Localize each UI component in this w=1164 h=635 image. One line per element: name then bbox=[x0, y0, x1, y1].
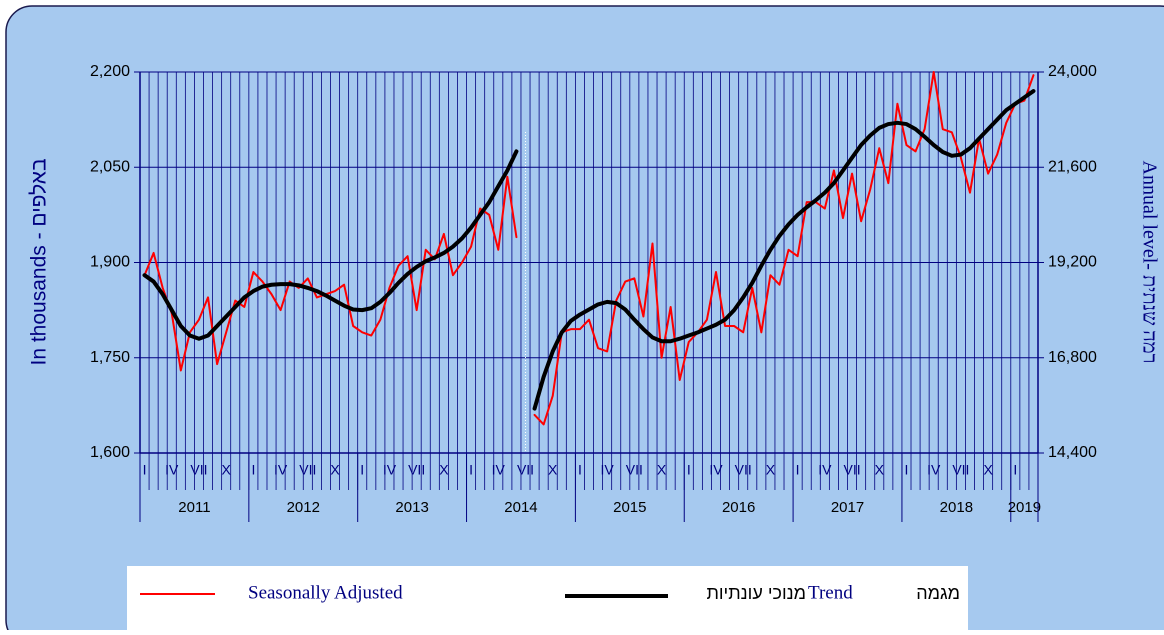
x-tick-label: I bbox=[251, 462, 255, 478]
y2-tick-label: 14,400 bbox=[1048, 444, 1097, 461]
series-line bbox=[143, 71, 1035, 426]
legend-label: Seasonally Adjusted bbox=[248, 582, 403, 603]
y-tick-label: 1,900 bbox=[90, 254, 130, 271]
y-tick-label: 2,200 bbox=[90, 63, 130, 80]
legend-label: מנוכי עונתיות bbox=[706, 583, 806, 603]
legend-label: מגמה bbox=[916, 583, 960, 603]
legend-box bbox=[127, 566, 968, 630]
year-label: 2019 bbox=[1008, 499, 1041, 516]
x-tick-label: VII bbox=[843, 462, 860, 478]
y-tick-label: 1,750 bbox=[90, 349, 130, 366]
x-tick-label: I bbox=[469, 462, 473, 478]
y-axis-label: In thousands - באלפים bbox=[28, 158, 51, 365]
x-tick-label: IV bbox=[383, 462, 397, 478]
y2-tick-label: 19,200 bbox=[1048, 254, 1097, 271]
series-line bbox=[142, 89, 1036, 411]
x-tick-label: I bbox=[1013, 462, 1017, 478]
year-label: 2016 bbox=[722, 499, 755, 516]
x-tick-label: I bbox=[578, 462, 582, 478]
x-tick-label: X bbox=[983, 462, 993, 478]
x-tick-label: VII bbox=[517, 462, 534, 478]
x-tick-label: VII bbox=[408, 462, 425, 478]
year-label: 2011 bbox=[178, 499, 210, 516]
y-tick-label: 1,600 bbox=[90, 444, 130, 461]
x-tick-label: VII bbox=[626, 462, 643, 478]
x-tick-label: VII bbox=[190, 462, 207, 478]
x-tick-label: X bbox=[439, 462, 449, 478]
year-label: 2014 bbox=[504, 499, 537, 516]
legend-label: Trend bbox=[808, 582, 853, 603]
x-tick-label: X bbox=[657, 462, 667, 478]
year-label: 2017 bbox=[831, 499, 864, 516]
x-tick-label: IV bbox=[492, 462, 506, 478]
x-tick-label: IV bbox=[927, 462, 941, 478]
y2-tick-label: 21,600 bbox=[1048, 158, 1097, 175]
x-tick-label: IV bbox=[165, 462, 179, 478]
x-tick-label: VII bbox=[735, 462, 752, 478]
x-tick-label: X bbox=[875, 462, 885, 478]
x-tick-label: IV bbox=[709, 462, 723, 478]
x-tick-label: I bbox=[905, 462, 909, 478]
y-tick-label: 2,050 bbox=[90, 158, 130, 175]
x-tick-label: VII bbox=[299, 462, 316, 478]
year-label: 2012 bbox=[287, 499, 320, 516]
year-label: 2018 bbox=[940, 499, 973, 516]
x-tick-label: I bbox=[796, 462, 800, 478]
x-tick-label: X bbox=[221, 462, 231, 478]
y2-tick-label: 24,000 bbox=[1048, 63, 1097, 80]
x-tick-label: I bbox=[360, 462, 364, 478]
year-label: 2015 bbox=[613, 499, 646, 516]
x-tick-label: X bbox=[548, 462, 558, 478]
x-tick-label: X bbox=[766, 462, 776, 478]
x-tick-label: IV bbox=[274, 462, 288, 478]
background bbox=[5, 5, 1164, 635]
x-tick-label: X bbox=[330, 462, 340, 478]
x-tick-label: VII bbox=[952, 462, 969, 478]
y2-axis-label: Annual level- רמה שנתית bbox=[1138, 161, 1160, 364]
year-label: 2013 bbox=[395, 499, 428, 516]
y2-tick-label: 16,800 bbox=[1048, 349, 1097, 366]
x-tick-label: IV bbox=[818, 462, 832, 478]
x-tick-label: IV bbox=[601, 462, 615, 478]
x-tick-label: I bbox=[687, 462, 691, 478]
x-tick-label: I bbox=[143, 462, 147, 478]
